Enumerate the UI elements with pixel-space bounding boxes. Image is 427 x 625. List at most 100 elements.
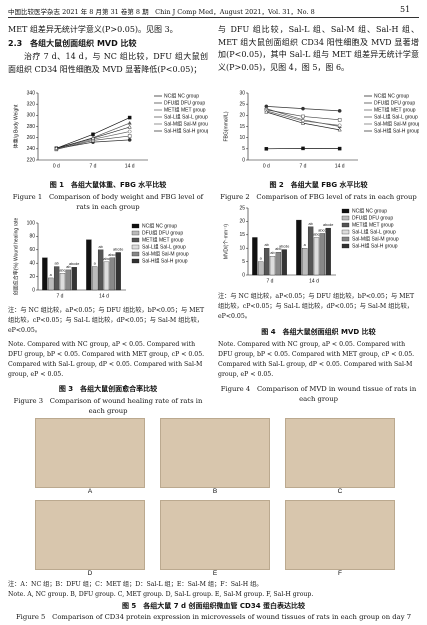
point [337,118,342,122]
significance-label: ab [264,243,268,247]
y-tick-label: 340 [27,90,36,96]
panel-label: E [212,570,218,577]
bar [42,257,48,291]
significance-label: abc [313,232,319,236]
page-number: 51 [400,5,411,14]
legend-swatch [131,244,140,250]
y-tick-label: 20 [29,274,35,280]
legend-swatch [341,236,350,242]
micrograph [160,500,270,570]
legend-label: DFU组 DFU group [142,229,183,236]
point [301,146,305,151]
y-tick-label: 0 [242,157,245,163]
chart: 0 5 10 15 20 25 MVD/(个·mm⁻²) 7 d 14 d NC组 NC grou… [223,205,399,284]
significance-label: a [50,273,53,277]
legend-label: DFU组 DFU group [352,214,393,221]
paragraph: MET 组差异无统计学意义(P>0.05)。见图 3。 [8,25,178,34]
caption: Figure 3 Comparison of wound healing rat… [13,397,203,415]
y-tick-label: 80 [29,234,35,240]
y-axis-label: 体重/g Body Weight [12,104,19,148]
bar [319,233,326,276]
point [337,127,342,132]
bar [325,227,331,276]
x-tick-label: 0 d [263,163,270,169]
note: 注：与 NC 组比较，aP<0.05；与 DFU 组比较，bP<0.05；与 M… [8,307,205,334]
x-tick-label: 7 d [90,163,97,169]
significance-label: ab [98,245,102,249]
caption: Figure 1 Comparison of body weight and F… [12,193,204,211]
legend-label: DFU组 DFU group [164,99,205,106]
legend-label: MET组 MET group [352,221,394,228]
point [337,123,342,128]
significance-label: a [260,257,263,261]
bar [53,266,60,291]
significance-label: abc [103,257,109,261]
bar [263,248,270,276]
y-tick-label: 25 [239,101,245,107]
y-tick-label: 10 [239,135,245,141]
legend-swatch [341,208,350,214]
y-tick-label: 15 [239,124,245,130]
legend-label: MET组 MET group [142,236,184,243]
running-header: 中国比较医学杂志 2021 年 8 月第 31 卷第 8 期 Chin J Co… [8,8,315,16]
point [127,129,132,134]
legend-label: NC组 NC group [352,207,387,214]
legend-label: NC组 NC group [374,92,409,99]
legend-swatch [341,215,350,221]
bar [92,266,98,291]
point [301,114,305,119]
legend-label: Sal-M组 Sal-M group [164,120,208,127]
significance-label: abcde [113,247,123,251]
legend-label: Sal-L组 Sal-L group [164,113,208,120]
panel-label: A [87,488,93,495]
y-tick-label: 260 [27,135,36,141]
bar [269,256,276,276]
x-tick-label: 0 d [53,163,60,169]
y-tick-label: 300 [27,113,36,119]
bar [65,269,72,291]
significance-label: abcde [323,223,333,227]
legend-swatch [341,243,350,249]
point [337,146,342,151]
micrograph [35,500,145,570]
x-tick-label: 7 d [300,163,307,169]
significance-label: abc [275,247,281,251]
significance-label: ab [270,251,274,255]
caption: 图 1 各组大鼠体重、FBG 水平比较 [49,181,167,189]
legend-label: NC组 NC group [142,222,177,229]
bar [115,252,121,291]
y-tick-label: 40 [29,261,35,267]
y-tick-label: 5 [242,259,245,265]
bar [71,267,77,291]
legend-label: Sal-M组 Sal-M group [352,235,399,242]
significance-label: ab [66,265,70,269]
bar [97,249,104,291]
point [337,109,342,113]
legend-swatch [341,229,350,235]
paragraph: 治疗 7 d、14 d，与 NC 组比较，DFU 组大鼠创面组织 CD34 阳性… [8,52,208,74]
y-tick-label: 0 [242,272,245,278]
bar [103,261,110,291]
bar [307,226,314,276]
point [264,109,269,114]
note: 注：A：NC 组；B：DFU 组；C：MET 组；D：Sal-L 组；E：Sal… [8,581,263,588]
bar [86,239,92,291]
legend-label: Sal-L组 Sal-L group [374,113,418,120]
panel-label: D [87,570,93,577]
significance-label: a [94,262,97,266]
legend-swatch [131,223,140,229]
chart: 220 240 260 280 300 320 340 体重/g Body Weight 0 d… [12,90,208,169]
legend-label: DFU组 DFU group [374,99,415,106]
paragraph: 与 DFU 组比较，Sal-L 组、Sal-M 组、Sal-H 组、MET 组大… [218,25,419,72]
point [127,115,132,120]
caption: 图 5 各组大鼠 7 d 创面组织微血管 CD34 蛋白表达比较 [121,602,306,610]
significance-label: abcd [108,253,116,257]
x-tick-label: 14 d [125,163,135,169]
x-tick-label: 14 d [309,278,319,284]
micrograph [285,418,395,488]
legend-label: Sal-H组 Sal-H group [374,127,419,134]
x-tick-label: 7 d [267,278,274,284]
y-tick-label: 15 [239,232,245,238]
legend-label: Sal-M组 Sal-M group [374,120,419,127]
point [90,135,96,140]
